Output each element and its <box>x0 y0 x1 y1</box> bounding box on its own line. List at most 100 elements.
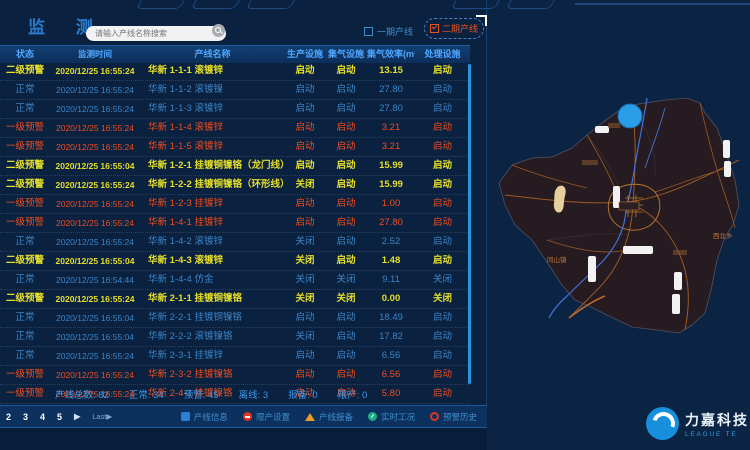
efficiency-cell: 1.00 <box>381 198 401 209</box>
company-logo-icon <box>646 407 679 440</box>
page-button[interactable]: 5 <box>57 411 63 422</box>
table-row[interactable]: 一级预警 2020/12/25 16:55:24 华新 2-4-1 挂镀镍铬 启动 启动… <box>0 385 470 404</box>
table-scrollbar[interactable] <box>468 64 471 384</box>
efficiency-cell: 2.52 <box>381 236 401 247</box>
summary-bar: 产线总数: 82 正常: 34 预警: 45 离线: 3 报备: 0 限产: 0 <box>0 386 487 405</box>
header-deco-line <box>575 3 750 5</box>
table-row[interactable]: 正常 2020/12/25 16:55:24 华新 2-3-1 挂镀锌 启动 启动 6.5… <box>0 347 470 366</box>
stop-circle-icon <box>242 412 252 421</box>
production-cell: 关闭 <box>295 179 315 190</box>
summary-item: 限产: 0 <box>337 390 368 401</box>
bottom-strip <box>0 428 487 450</box>
gauge-icon <box>367 412 377 421</box>
efficiency-cell: 15.99 <box>379 160 403 171</box>
production-cell: 启动 <box>295 141 315 152</box>
time-cell: 2020/12/25 16:54:44 <box>56 275 134 285</box>
time-cell: 2020/12/25 16:55:24 <box>56 370 134 380</box>
table-row[interactable]: 一级预警 2020/12/25 16:55:24 华新 1-4-1 挂镀锌 启动 启动 2… <box>0 214 470 233</box>
map-town-label: 西北乡 <box>713 232 733 240</box>
table-row[interactable]: 二级预警 2020/12/25 16:55:24 华新 1-1-1 滚镀锌 启动 启动 1… <box>0 62 470 81</box>
city-map[interactable]: 同山镇 西北乡 <box>487 0 750 450</box>
phase1-label: 一期产线 <box>377 27 414 37</box>
page-button[interactable]: 4 <box>40 411 46 422</box>
treatment-cell: 启动 <box>432 179 452 190</box>
production-cell: 启动 <box>295 103 315 114</box>
status-cell: 一级预警 <box>5 122 44 133</box>
table-row[interactable]: 正常 2020/12/25 16:54:44 华新 1-4-4 仿金 关闭 关闭 9.11… <box>0 271 470 290</box>
time-cell: 2020/12/25 16:55:24 <box>55 66 135 76</box>
table-row[interactable]: 正常 2020/12/25 16:55:24 华新 1-1-3 滚镀锌 启动 启动 27.… <box>0 100 470 119</box>
table-row[interactable]: 一级预警 2020/12/25 16:55:24 华新 2-3-2 挂镀镍铬 启动 启动… <box>0 366 470 385</box>
treatment-cell: 启动 <box>432 312 452 323</box>
last-page-button[interactable]: Last▶ <box>92 412 113 421</box>
table-row[interactable]: 二级预警 2020/12/25 16:55:04 华新 1-4-3 滚镀锌 关闭 启动 1… <box>0 252 470 271</box>
status-cell: 二级预警 <box>5 293 44 304</box>
phase1-checkbox[interactable]: 一期产线 <box>364 25 413 38</box>
status-cell: 正常 <box>15 84 35 95</box>
map-marker-circle[interactable] <box>617 103 643 129</box>
summary-item: 报备: 0 <box>288 390 318 401</box>
lake-shape <box>553 185 566 213</box>
efficiency-cell: 27.80 <box>379 103 403 114</box>
line-name-cell: 华新 1-1-3 滚镀锌 <box>148 103 223 114</box>
status-cell: 正常 <box>15 350 35 361</box>
status-cell: 二级预警 <box>5 65 44 76</box>
triangle-icon <box>304 412 315 421</box>
gas-cell: 启动 <box>336 103 356 114</box>
treatment-cell: 关闭 <box>432 274 452 285</box>
status-cell: 正常 <box>15 274 35 285</box>
search-icon[interactable] <box>212 24 225 37</box>
production-cell: 关闭 <box>295 274 315 285</box>
legend-label: 产线报备 <box>318 411 353 422</box>
table-row[interactable]: 二级预警 2020/12/25 16:55:24 华新 2-1-1 挂镀铜镍铬 关闭 关… <box>0 290 470 309</box>
summary-item: 预警: 45 <box>183 390 219 401</box>
legend-item[interactable]: 预警历史 <box>429 411 477 423</box>
efficiency-cell: 18.49 <box>379 312 403 323</box>
phase2-button[interactable]: 二期产线 <box>424 15 487 39</box>
gas-cell: 启动 <box>336 388 356 399</box>
status-cell: 正常 <box>15 312 35 323</box>
road-sign <box>674 272 682 290</box>
legend-item[interactable]: 限产设置 <box>242 411 290 423</box>
river <box>548 97 666 319</box>
next-page-button[interactable]: ▶ <box>74 412 81 421</box>
road-sign <box>595 126 609 133</box>
legend-item[interactable]: 实时工况 <box>367 411 415 423</box>
search-input[interactable] <box>86 26 226 41</box>
table-row[interactable]: 正常 2020/12/25 16:55:04 华新 2-2-2 滚镀镍铬 关闭 启动 17… <box>0 328 470 347</box>
production-cell: 关闭 <box>295 331 315 342</box>
time-cell: 2020/12/25 16:55:24 <box>56 85 134 95</box>
page-button[interactable]: 2 <box>6 411 12 422</box>
efficiency-cell: 27.80 <box>379 217 403 228</box>
table-row[interactable]: 正常 2020/12/25 16:55:24 华新 1-1-2 滚镀镍 启动 启动 27.… <box>0 81 470 100</box>
line-name-cell: 华新 1-2-3 挂镀锌 <box>148 198 223 209</box>
gas-cell: 启动 <box>336 350 356 361</box>
efficiency-cell: 27.80 <box>379 84 403 95</box>
table-row[interactable]: 正常 2020/12/25 16:55:24 华新 1-4-2 滚镀锌 关闭 启动 2.5… <box>0 233 470 252</box>
road-sign-group <box>588 126 731 314</box>
gas-cell: 启动 <box>336 236 356 247</box>
production-cell: 启动 <box>295 312 315 323</box>
column-header: 处理设施 <box>424 49 461 59</box>
road-sign <box>723 140 730 158</box>
time-cell: 2020/12/25 16:55:04 <box>55 256 135 266</box>
legend-item[interactable]: 产线信息 <box>180 411 228 423</box>
road-sign <box>623 246 653 254</box>
monitor-panel: 监 测 一期产线 二期产线 状态 监测时间 产线名称 生产设施集气设施集气效率(m³/… <box>0 0 487 450</box>
time-cell: 2020/12/25 16:55:24 <box>56 142 134 152</box>
status-cell: 二级预警 <box>5 160 44 171</box>
treatment-cell: 启动 <box>432 217 452 228</box>
legend-item[interactable]: 产线报备 <box>304 411 353 423</box>
road-sign <box>613 186 620 208</box>
legend-label: 限产设置 <box>255 411 290 422</box>
table-row[interactable]: 一级预警 2020/12/25 16:55:24 华新 1-2-3 挂镀锌 启动 启动 1… <box>0 195 470 214</box>
table-row[interactable]: 二级预警 2020/12/25 16:55:24 华新 1-2-2 挂镀铜镍铬（环形… <box>0 176 470 195</box>
road-sign <box>724 161 731 177</box>
line-name-cell: 华新 2-3-1 挂镀锌 <box>148 350 223 361</box>
table-row[interactable]: 一级预警 2020/12/25 16:55:24 华新 1-1-4 滚镀锌 启动 启动 3… <box>0 119 470 138</box>
page-button[interactable]: 3 <box>23 411 29 422</box>
table-row[interactable]: 二级预警 2020/12/25 16:55:04 华新 1-2-1 挂镀铜镍铬（龙门… <box>0 157 470 176</box>
table-row[interactable]: 正常 2020/12/25 16:55:04 华新 2-2-1 挂镀铜镍铬 启动 启动 1… <box>0 309 470 328</box>
table-row[interactable]: 一级预警 2020/12/25 16:55:24 华新 1-1-5 滚镀锌 启动 启动 3… <box>0 138 470 157</box>
